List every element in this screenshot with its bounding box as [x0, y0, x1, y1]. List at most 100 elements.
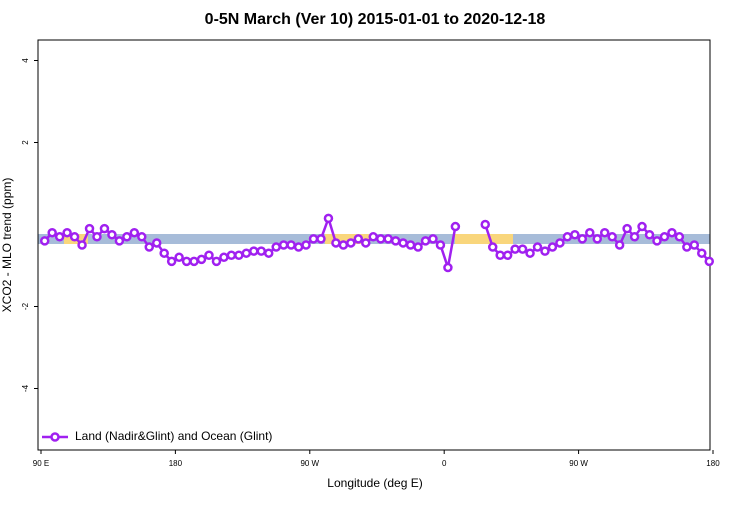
data-point — [570, 230, 580, 240]
data-point — [502, 250, 513, 260]
data-point — [308, 234, 319, 244]
data-point — [249, 246, 259, 256]
data-point — [659, 232, 670, 242]
data-point — [353, 234, 364, 244]
data-point — [398, 238, 408, 248]
data-point — [704, 256, 715, 267]
data-point — [77, 240, 87, 250]
data-point — [644, 230, 655, 240]
data-point — [390, 236, 401, 246]
x-tick-label: 0 — [442, 459, 447, 468]
data-point — [622, 223, 632, 234]
data-point — [241, 248, 252, 258]
data-point — [637, 221, 647, 232]
data-point — [293, 242, 304, 252]
data-point — [166, 256, 177, 267]
data-point — [420, 236, 431, 246]
data-point — [54, 232, 65, 242]
data-point — [428, 234, 438, 244]
data-point — [69, 232, 80, 242]
data-point — [629, 232, 640, 242]
data-point — [39, 236, 50, 246]
y-axis-label: XCO2 - MLO trend (ppm) — [0, 178, 14, 313]
data-point — [361, 238, 371, 248]
data-point — [510, 244, 520, 254]
data-point — [301, 240, 311, 250]
data-point — [114, 236, 125, 246]
data-point — [614, 240, 625, 250]
data-point — [697, 248, 707, 258]
y-tick-label: -2 — [21, 302, 30, 310]
data-point — [346, 238, 356, 248]
data-point — [592, 234, 603, 244]
data-point — [174, 252, 184, 263]
data-point — [47, 227, 57, 238]
data-point — [495, 250, 505, 260]
band-segment — [455, 234, 513, 244]
data-point — [234, 250, 244, 260]
band-segment — [325, 234, 370, 244]
data-point — [562, 232, 573, 242]
legend-label: Land (Nadir&Glint) and Ocean (Glint) — [75, 429, 272, 443]
data-point — [368, 232, 379, 242]
data-point — [682, 242, 692, 252]
data-point — [450, 221, 461, 232]
data-point — [375, 234, 386, 244]
data-point — [443, 262, 453, 273]
data-point — [555, 238, 565, 248]
data-point — [204, 250, 214, 260]
data-point — [577, 234, 588, 244]
chart-title: 0-5N March (Ver 10) 2015-01-01 to 2020-1… — [205, 11, 546, 28]
data-point — [84, 223, 95, 234]
data-point — [122, 232, 132, 242]
data-point — [487, 242, 498, 252]
y-tick-label: 2 — [21, 140, 30, 145]
x-tick-label: 90 E — [33, 459, 49, 468]
data-point — [226, 250, 237, 260]
data-point — [92, 232, 102, 242]
data-point — [196, 254, 207, 265]
data-point — [413, 242, 423, 252]
x-tick-label: 180 — [706, 459, 720, 468]
data-point — [144, 242, 155, 252]
data-point — [278, 240, 289, 250]
y-tick-label: -4 — [21, 384, 30, 392]
x-tick-label: 90 W — [569, 459, 588, 468]
data-point — [271, 242, 281, 252]
data-point — [219, 252, 229, 263]
data-point — [151, 238, 162, 248]
x-tick-label: 90 W — [300, 459, 319, 468]
y-tick-label: 4 — [21, 58, 30, 63]
data-point — [129, 227, 140, 238]
data-point — [674, 232, 685, 242]
legend-marker — [50, 432, 60, 442]
data-point — [263, 248, 274, 258]
data-point — [667, 227, 677, 238]
data-point — [435, 240, 446, 250]
data-point — [181, 256, 192, 267]
data-point — [99, 223, 110, 234]
data-point — [540, 246, 550, 256]
x-tick-label: 180 — [169, 459, 183, 468]
data-point — [652, 236, 662, 246]
data-point — [585, 227, 595, 238]
data-point — [323, 213, 334, 224]
data-point — [211, 256, 222, 267]
data-point — [689, 240, 700, 250]
data-point — [383, 234, 393, 244]
data-point — [517, 244, 528, 254]
data-point — [405, 240, 416, 250]
data-point — [532, 242, 543, 252]
data-point — [331, 238, 341, 248]
data-point — [547, 242, 558, 252]
data-point — [525, 248, 535, 258]
data-point — [607, 232, 617, 242]
data-point — [256, 246, 267, 256]
data-point — [62, 227, 72, 238]
data-point — [189, 256, 199, 267]
data-point — [286, 240, 296, 250]
x-axis-label: Longitude (deg E) — [327, 476, 422, 490]
data-point — [137, 232, 147, 242]
